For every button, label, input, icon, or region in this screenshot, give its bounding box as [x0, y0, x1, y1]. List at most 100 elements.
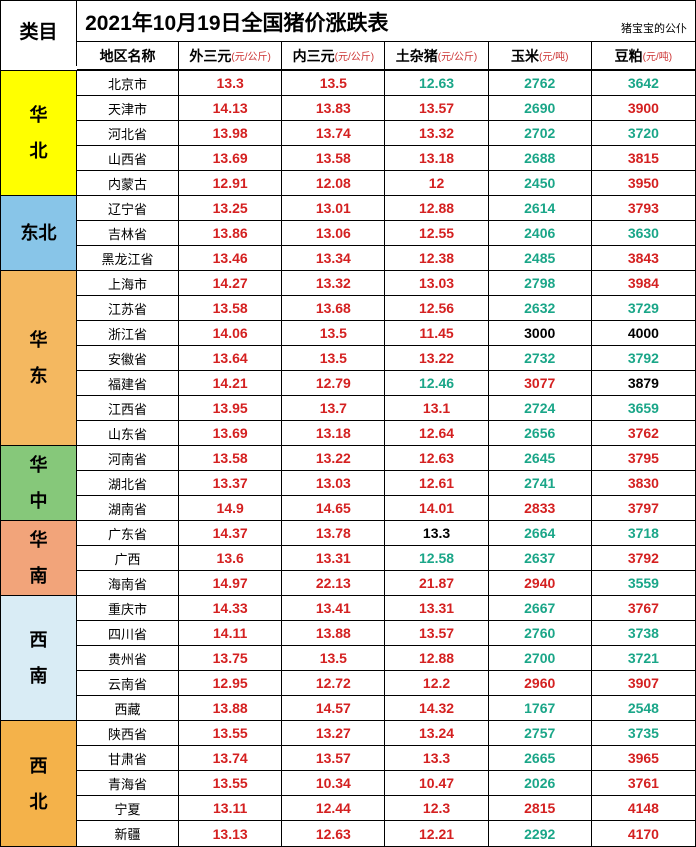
column-header: 外三元(元/公斤): [179, 42, 282, 69]
data-cell: 1767: [489, 696, 592, 720]
data-cell: 13.13: [179, 821, 282, 846]
data-cell: 13.88: [282, 621, 385, 645]
data-cell: 3642: [592, 71, 695, 95]
data-cell: 10.47: [385, 771, 488, 795]
table-row: 江西省13.9513.713.127243659: [77, 396, 695, 421]
data-cell: 4000: [592, 321, 695, 345]
column-unit: (元/公斤): [335, 48, 374, 63]
table-row: 山东省13.6913.1812.6426563762: [77, 421, 695, 446]
table-row: 重庆市14.3313.4113.3126673767: [77, 596, 695, 621]
data-cell: 14.01: [385, 496, 488, 520]
data-cell: 2762: [489, 71, 592, 95]
data-cell: 2815: [489, 796, 592, 820]
data-cell: 13.69: [179, 146, 282, 170]
data-cell: 13.5: [282, 71, 385, 95]
data-cell: 13.98: [179, 121, 282, 145]
data-cell: 3767: [592, 596, 695, 620]
area-name: 云南省: [77, 671, 179, 695]
area-name: 江西省: [77, 396, 179, 420]
data-cell: 13.88: [179, 696, 282, 720]
data-cell: 12.63: [385, 446, 488, 470]
area-name: 福建省: [77, 371, 179, 395]
data-cell: 2702: [489, 121, 592, 145]
column-header: 豆粕(元/吨): [592, 42, 695, 69]
data-cell: 3761: [592, 771, 695, 795]
data-cell: 3735: [592, 721, 695, 745]
data-cell: 12.79: [282, 371, 385, 395]
data-cell: 3830: [592, 471, 695, 495]
area-name: 吉林省: [77, 221, 179, 245]
data-cell: 12.58: [385, 546, 488, 570]
column-unit: (元/吨): [539, 48, 568, 63]
data-cell: 21.87: [385, 571, 488, 595]
data-cell: 14.13: [179, 96, 282, 120]
data-cell: 3729: [592, 296, 695, 320]
table-row: 天津市14.1313.8313.5726903900: [77, 96, 695, 121]
data-rows: 北京市13.313.512.6327623642天津市14.1313.8313.…: [77, 71, 695, 846]
table-row: 北京市13.313.512.6327623642: [77, 71, 695, 96]
data-cell: 12.88: [385, 646, 488, 670]
data-cell: 13.03: [282, 471, 385, 495]
column-label: 土杂猪: [396, 46, 438, 66]
data-cell: 12.56: [385, 296, 488, 320]
region-char: 华: [30, 447, 48, 483]
area-name: 湖南省: [77, 496, 179, 520]
data-cell: 12.3: [385, 796, 488, 820]
area-name: 广西: [77, 546, 179, 570]
area-name: 江苏省: [77, 296, 179, 320]
region-label: 华北: [1, 71, 77, 196]
data-cell: 2760: [489, 621, 592, 645]
area-name: 河南省: [77, 446, 179, 470]
table-author: 猪宝宝的公仆: [621, 20, 687, 36]
data-cell: 13.41: [282, 596, 385, 620]
data-cell: 3907: [592, 671, 695, 695]
data-cell: 12.2: [385, 671, 488, 695]
data-cell: 13.5: [282, 321, 385, 345]
data-cell: 3984: [592, 271, 695, 295]
data-cell: 13.31: [282, 546, 385, 570]
column-headers: 地区名称外三元(元/公斤)内三元(元/公斤)土杂猪(元/公斤)玉米(元/吨)豆粕…: [77, 42, 695, 70]
area-name: 安徽省: [77, 346, 179, 370]
data-cell: 3659: [592, 396, 695, 420]
data-cell: 2656: [489, 421, 592, 445]
data-cell: 2732: [489, 346, 592, 370]
data-cell: 13.58: [282, 146, 385, 170]
data-cell: 14.21: [179, 371, 282, 395]
data-cell: 12.08: [282, 171, 385, 195]
data-cell: 13.74: [282, 121, 385, 145]
region-char: 中: [30, 483, 48, 519]
area-name: 陕西省: [77, 721, 179, 745]
data-cell: 3792: [592, 546, 695, 570]
data-cell: 12.21: [385, 821, 488, 846]
data-cell: 12.63: [385, 71, 488, 95]
data-cell: 4170: [592, 821, 695, 846]
data-cell: 2798: [489, 271, 592, 295]
data-cell: 3762: [592, 421, 695, 445]
data-cell: 3792: [592, 346, 695, 370]
data-cell: 13.24: [385, 721, 488, 745]
data-cell: 13.57: [282, 746, 385, 770]
data-cell: 12.95: [179, 671, 282, 695]
area-name: 海南省: [77, 571, 179, 595]
table-row: 湖南省14.914.6514.0128333797: [77, 496, 695, 521]
data-cell: 3793: [592, 196, 695, 220]
area-name: 重庆市: [77, 596, 179, 620]
data-cell: 13.64: [179, 346, 282, 370]
table-row: 广西13.613.3112.5826373792: [77, 546, 695, 571]
table-row: 广东省14.3713.7813.326643718: [77, 521, 695, 546]
data-cell: 2485: [489, 246, 592, 270]
data-cell: 2960: [489, 671, 592, 695]
category-header: 类目: [1, 1, 77, 66]
table-row: 新疆13.1312.6312.2122924170: [77, 821, 695, 846]
column-label: 外三元: [189, 46, 231, 66]
data-cell: 2757: [489, 721, 592, 745]
data-cell: 2724: [489, 396, 592, 420]
area-name: 河北省: [77, 121, 179, 145]
table-row: 福建省14.2112.7912.4630773879: [77, 371, 695, 396]
data-cell: 2450: [489, 171, 592, 195]
data-cell: 13.75: [179, 646, 282, 670]
data-cell: 14.06: [179, 321, 282, 345]
data-cell: 12.64: [385, 421, 488, 445]
data-cell: 2700: [489, 646, 592, 670]
area-name: 宁夏: [77, 796, 179, 820]
